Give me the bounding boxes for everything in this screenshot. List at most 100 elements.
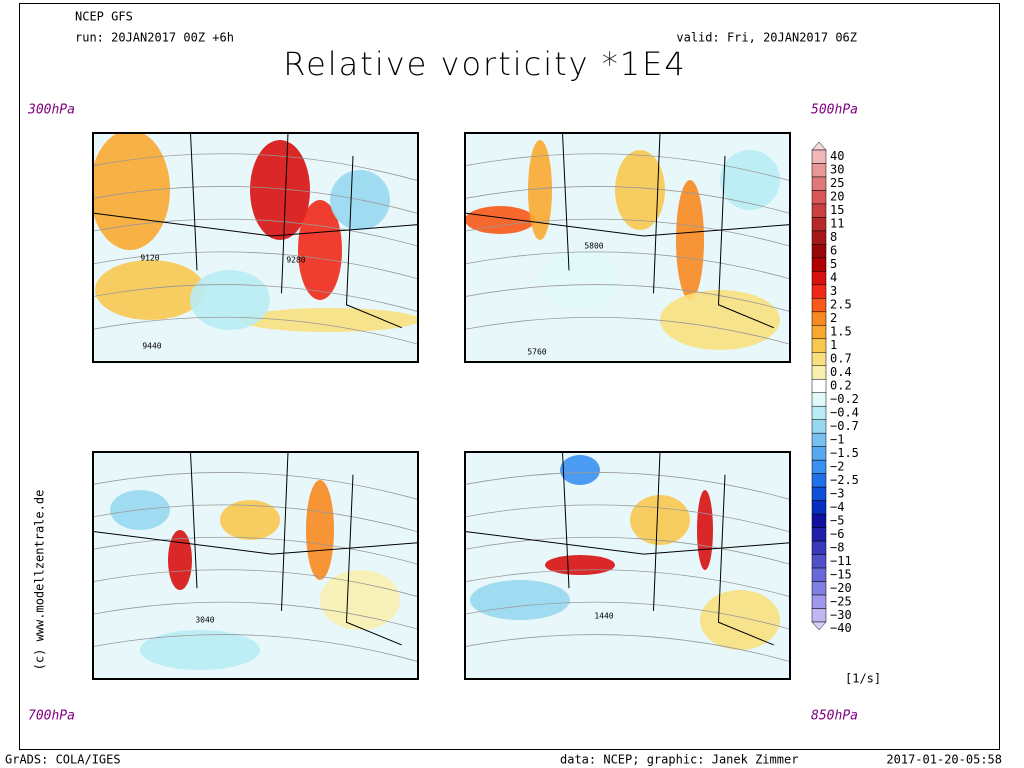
vorticity-area — [220, 500, 280, 540]
vorticity-area — [697, 490, 713, 570]
color-swatch — [811, 284, 827, 299]
color-swatch — [811, 298, 827, 313]
colorbar-label: 0.7 — [830, 352, 852, 366]
color-swatch — [811, 244, 827, 259]
colorbar-label: −40 — [830, 621, 852, 635]
colorbar-label: −20 — [830, 581, 852, 595]
color-swatch — [811, 432, 827, 447]
color-swatch — [811, 217, 827, 232]
footer-right: 2017-01-20-05:58 — [886, 753, 1002, 767]
credit: (c) www.modellzentrale.de — [33, 490, 47, 671]
contour-label: 1440 — [594, 612, 613, 621]
valid-label: valid: Fri, 20JAN2017 06Z — [676, 31, 857, 45]
vorticity-area — [700, 590, 780, 650]
color-swatch — [811, 581, 827, 596]
colorbar-label: 1 — [830, 338, 837, 352]
height-contour — [465, 601, 790, 630]
height-contour — [93, 251, 418, 280]
color-swatch — [811, 163, 827, 178]
map-panel: 1440 — [464, 451, 791, 680]
height-contour — [465, 634, 790, 662]
height-contour — [93, 472, 418, 500]
color-swatch — [811, 594, 827, 609]
border-line — [465, 452, 790, 646]
vorticity-area — [528, 140, 552, 240]
map-panel: 5800 5760 — [464, 132, 791, 363]
colorbar-label: 30 — [830, 163, 844, 177]
vorticity-area — [140, 630, 260, 670]
color-swatch — [811, 190, 827, 205]
footer-left: GrADS: COLA/IGES — [5, 753, 121, 767]
colorbar-label: 0.4 — [830, 365, 852, 379]
height-contour — [465, 251, 790, 280]
height-contour — [93, 186, 418, 214]
color-swatch — [811, 203, 827, 218]
colorbar-label: 2 — [830, 311, 837, 325]
colorbar-label: 20 — [830, 190, 844, 204]
color-swatch — [811, 446, 827, 461]
colorbar-label: −1 — [830, 432, 844, 446]
colorbar-label: −5 — [830, 513, 844, 527]
colorbar-label: −25 — [830, 594, 852, 608]
colorbar-label: −3 — [830, 486, 844, 500]
level-label: 300hPa — [27, 103, 75, 118]
vorticity-area — [470, 580, 570, 620]
colorbar-label: −11 — [830, 554, 852, 568]
colorbar-label: 40 — [830, 149, 844, 163]
height-contour — [93, 284, 418, 312]
colorbar-label: −0.2 — [830, 392, 859, 406]
border-line — [93, 133, 418, 329]
height-contour — [93, 316, 418, 345]
border-line — [465, 133, 790, 329]
vorticity-area — [320, 570, 400, 630]
color-swatch — [811, 352, 827, 367]
color-swatch — [811, 379, 827, 393]
color-swatch — [811, 567, 827, 582]
panel-border — [92, 132, 419, 363]
color-swatch — [811, 392, 827, 407]
panel-border — [464, 132, 791, 363]
color-swatch — [811, 419, 827, 434]
vorticity-area — [615, 150, 665, 230]
colorbar-label: −0.4 — [830, 405, 859, 419]
height-contour — [465, 316, 790, 345]
level-label: 700hPa — [28, 709, 75, 724]
vorticity-area — [545, 555, 615, 575]
height-contour — [465, 504, 790, 533]
map-panel: 3040 — [92, 451, 419, 680]
contour-label: 9120 — [140, 254, 159, 263]
height-contour — [465, 218, 790, 247]
vorticity-area — [298, 200, 342, 300]
vorticity-area — [560, 455, 600, 485]
colorbar-label: −6 — [830, 527, 844, 541]
contour-label: 3040 — [195, 616, 214, 625]
colorbar-label: −2 — [830, 459, 844, 473]
height-contour — [465, 284, 790, 312]
map-field — [465, 452, 790, 679]
colorbar-label: 8 — [830, 230, 837, 244]
colorbar-label: −8 — [830, 540, 844, 554]
units: [1/s] — [845, 672, 881, 686]
colorbar-label: 3 — [830, 284, 837, 298]
vorticity-area — [660, 290, 780, 350]
colorbar-label: 1.5 — [830, 325, 852, 339]
vorticity-area — [168, 530, 192, 590]
level-label: 500hPa — [811, 103, 858, 118]
vorticity-area — [306, 480, 334, 580]
map-field — [93, 452, 418, 679]
color-swatch — [811, 527, 827, 542]
vorticity-area — [540, 250, 620, 310]
colorbar-label: −0.7 — [830, 419, 859, 433]
color-swatch — [811, 176, 827, 191]
height-contour — [465, 472, 790, 500]
colorbar-label: 6 — [830, 244, 837, 258]
map-field — [465, 133, 790, 362]
colorbar-label: 4 — [830, 271, 837, 285]
vorticity-area — [676, 180, 704, 300]
model-label: NCEP GFS — [75, 10, 133, 24]
height-contour — [93, 218, 418, 247]
colorbar-label: 2.5 — [830, 298, 852, 312]
color-swatch — [811, 149, 827, 164]
height-contour — [93, 634, 418, 662]
